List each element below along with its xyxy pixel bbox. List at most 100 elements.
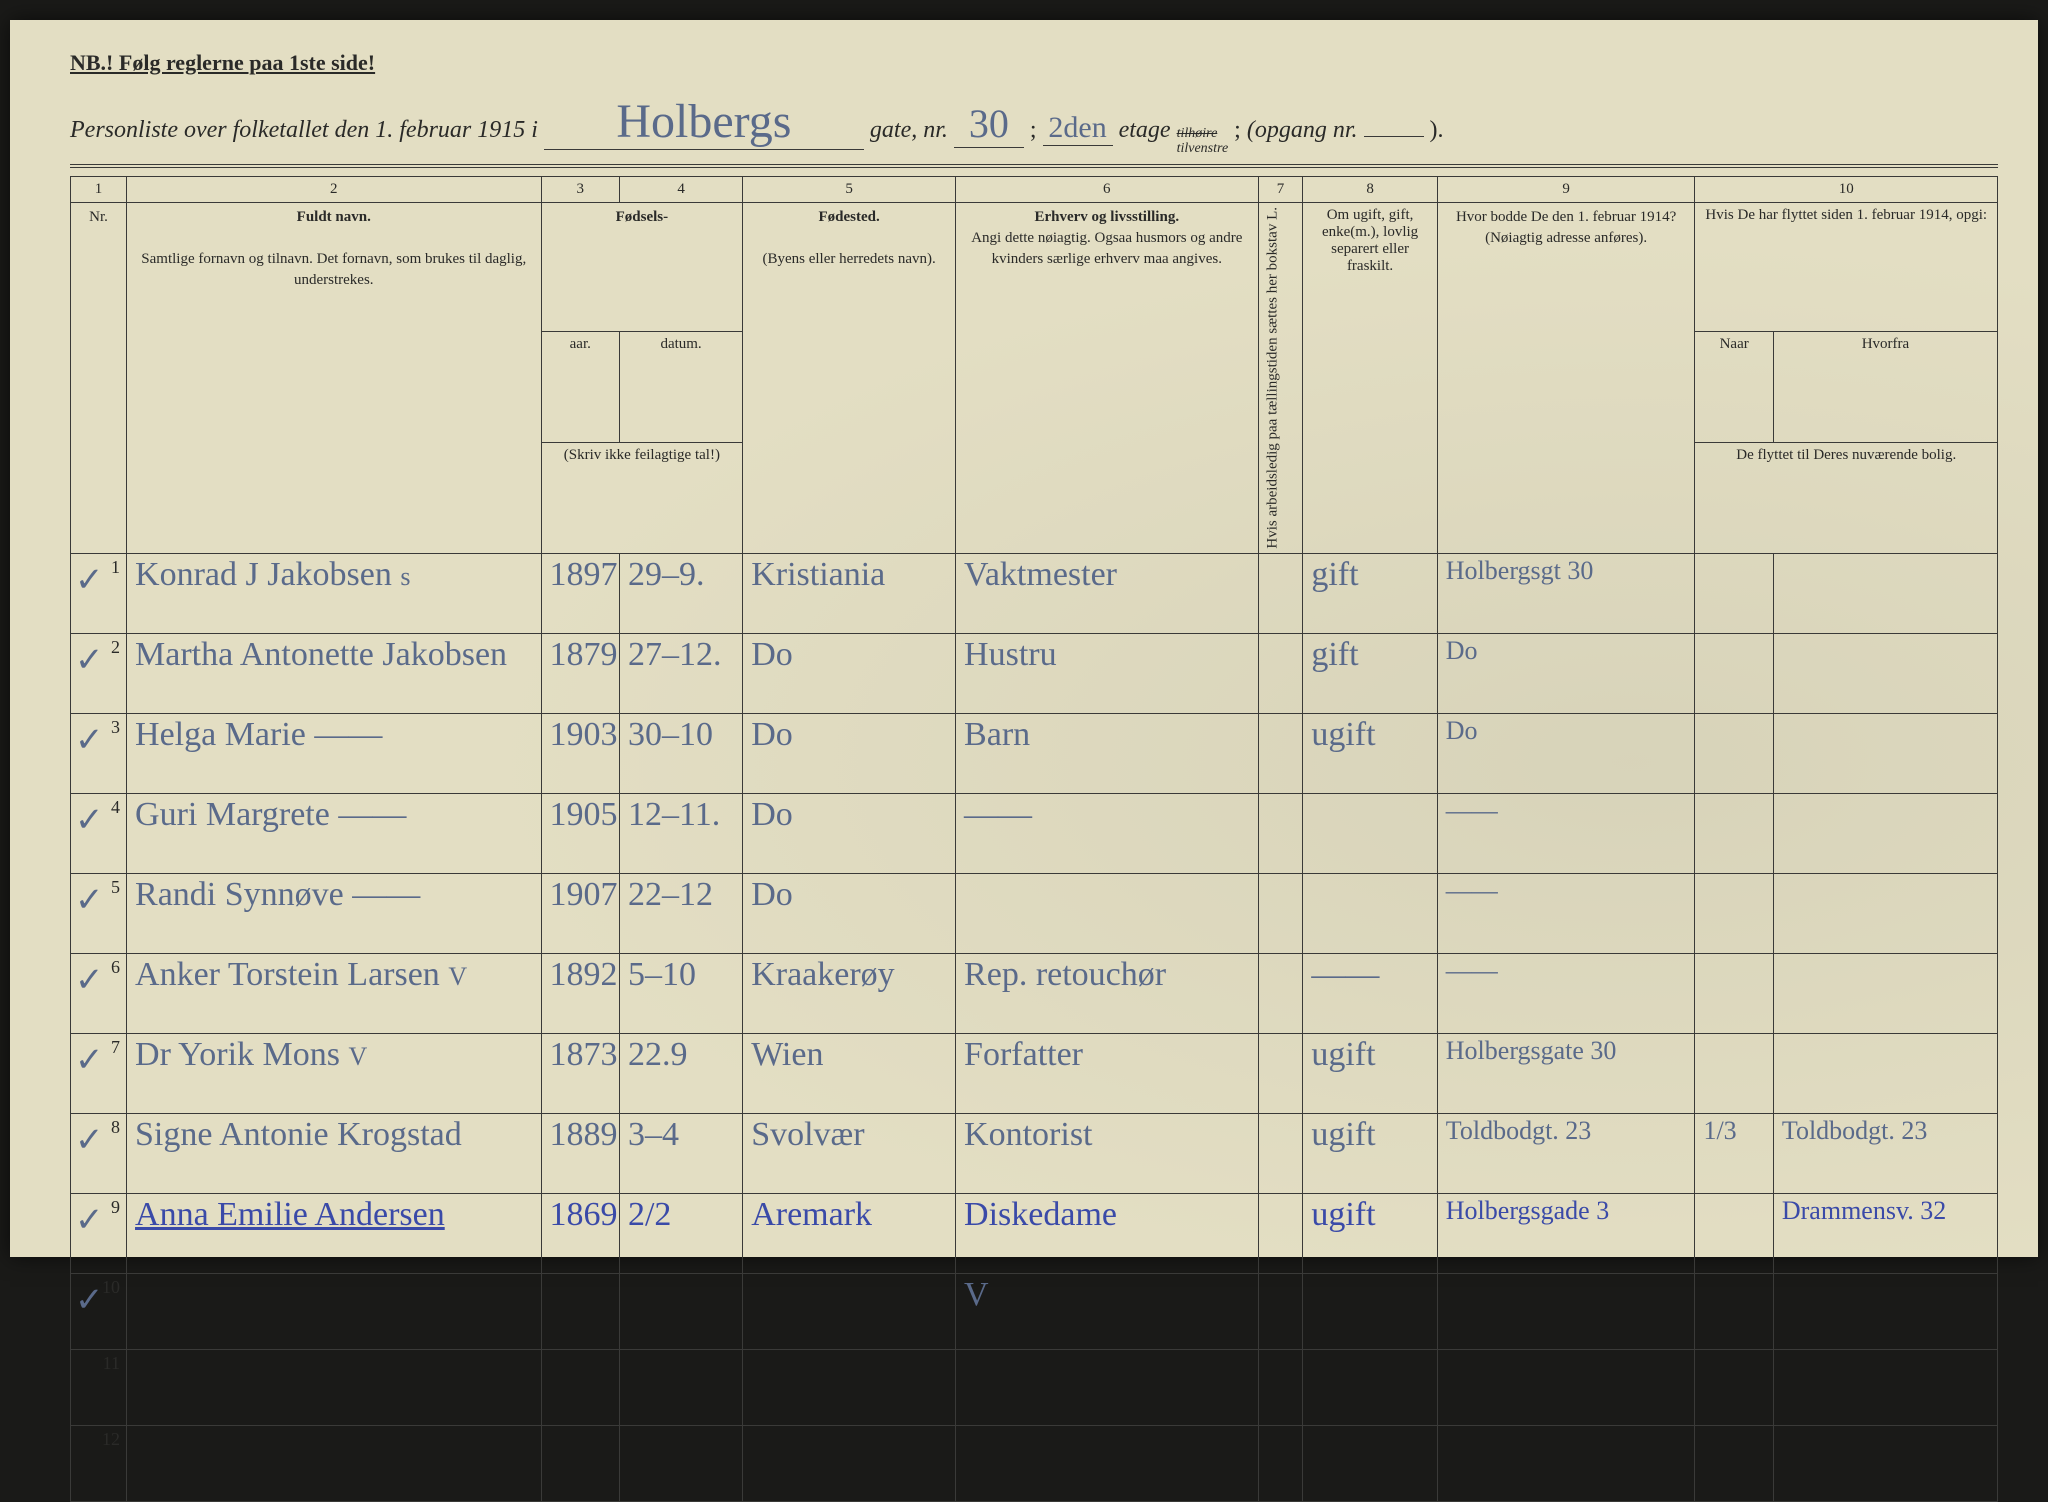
cell-occ: Vaktmester: [956, 554, 1258, 634]
table-row: ✓9Anna Emilie Andersen 18692/2AremarkDis…: [71, 1194, 1998, 1274]
cell-year: 1873: [541, 1034, 619, 1114]
cell-from: [1773, 794, 1997, 874]
th-moved: Hvis De har flyttet siden 1. februar 191…: [1695, 203, 1998, 331]
census-page: NB.! Følg reglerne paa 1ste side! Person…: [10, 20, 2038, 1257]
cell-addr1914: Do: [1437, 634, 1695, 714]
th-nr: Nr.: [71, 203, 127, 554]
table-row: ✓7Dr Yorik Mons V187322.9WienForfatterug…: [71, 1034, 1998, 1114]
cell-place: [743, 1274, 956, 1350]
colnum-row: 1 2 3 4 5 6 7 8 9 10: [71, 177, 1998, 203]
semicolon-2: ;: [1234, 117, 1241, 144]
cell-nr: ✓7: [71, 1034, 127, 1114]
cell-marital: [1303, 874, 1437, 954]
cell-date: 5–10: [619, 954, 742, 1034]
table-row: ✓2Martha Antonette Jakobsen 187927–12.Do…: [71, 634, 1998, 714]
colnum-10: 10: [1695, 177, 1998, 203]
cell-name: Konrad J Jakobsen s: [127, 554, 542, 634]
cell-marital: gift: [1303, 554, 1437, 634]
cell-from: Drammensv. 32: [1773, 1194, 1997, 1274]
tick-mark: ✓: [75, 564, 104, 598]
cell-year: 1879: [541, 634, 619, 714]
cell-when: [1695, 874, 1773, 954]
tick-mark: ✓: [75, 884, 104, 918]
cell-year: 1892: [541, 954, 619, 1034]
th-addr1914: Hvor bodde De den 1. februar 1914? (Nøia…: [1437, 203, 1695, 554]
cell-year: 1905: [541, 794, 619, 874]
table-row: ✓5Randi Synnøve —— 190722–12Do——: [71, 874, 1998, 954]
cell-unemp: [1258, 1194, 1303, 1274]
table-row: 12: [71, 1426, 1998, 1502]
cell-marital: [1303, 794, 1437, 874]
cell-marital: gift: [1303, 634, 1437, 714]
colnum-5: 5: [743, 177, 956, 203]
cell-occ: ——: [956, 794, 1258, 874]
cell-marital: [1303, 1274, 1437, 1350]
cell-date: [619, 1350, 742, 1426]
cell-from: [1773, 1034, 1997, 1114]
cell-year: 1889: [541, 1114, 619, 1194]
colnum-3: 3: [541, 177, 619, 203]
cell-nr: 11: [71, 1350, 127, 1426]
cell-date: 12–11.: [619, 794, 742, 874]
cell-addr1914: [1437, 1274, 1695, 1350]
cell-year: 1903: [541, 714, 619, 794]
colnum-8: 8: [1303, 177, 1437, 203]
cell-addr1914: [1437, 1350, 1695, 1426]
cell-date: 29–9.: [619, 554, 742, 634]
th-birth: Fødsels-: [541, 203, 743, 331]
cell-from: [1773, 874, 1997, 954]
cell-name: Helga Marie ——: [127, 714, 542, 794]
table-row: ✓4Guri Margrete —— 190512–11.Do————: [71, 794, 1998, 874]
cell-name: Anna Emilie Andersen: [127, 1194, 542, 1274]
cell-year: [541, 1426, 619, 1502]
cell-addr1914: [1437, 1426, 1695, 1502]
cell-occ: Hustru: [956, 634, 1258, 714]
cell-marital: [1303, 1426, 1437, 1502]
th-year: aar.: [541, 331, 619, 442]
cell-name: [127, 1350, 542, 1426]
cell-date: 3–4: [619, 1114, 742, 1194]
cell-addr1914: Holbergsgt 30: [1437, 554, 1695, 634]
cell-date: 27–12.: [619, 634, 742, 714]
th-from: Hvorfra: [1773, 331, 1997, 442]
cell-when: [1695, 954, 1773, 1034]
cell-unemp: [1258, 1034, 1303, 1114]
table-head: 1 2 3 4 5 6 7 8 9 10 Nr. Fuldt navn. Sam…: [71, 177, 1998, 554]
cell-occ: Diskedame: [956, 1194, 1258, 1274]
th-occ-title: Erhverv og livsstilling.: [1034, 209, 1179, 225]
cell-place: Do: [743, 634, 956, 714]
cell-year: 1869: [541, 1194, 619, 1274]
cell-addr1914: Toldbodgt. 23: [1437, 1114, 1695, 1194]
th-birth-title: Fødsels-: [616, 209, 669, 225]
table-row: 11: [71, 1350, 1998, 1426]
cell-nr: ✓10: [71, 1274, 127, 1350]
cell-unemp: [1258, 714, 1303, 794]
cell-nr: ✓2: [71, 634, 127, 714]
cell-nr: 12: [71, 1426, 127, 1502]
cell-date: 30–10: [619, 714, 742, 794]
cell-unemp: [1258, 794, 1303, 874]
th-birth-sub: (Skriv ikke feilagtige tal!): [541, 442, 743, 553]
cell-from: [1773, 1426, 1997, 1502]
cell-occ: [956, 874, 1258, 954]
cell-addr1914: Holbergsgade 3: [1437, 1194, 1695, 1274]
header-line: Personliste over folketallet den 1. febr…: [70, 94, 1998, 168]
cell-place: Do: [743, 714, 956, 794]
cell-addr1914: ——: [1437, 794, 1695, 874]
street-name-hand: Holbergs: [544, 94, 864, 150]
cell-addr1914: Do: [1437, 714, 1695, 794]
cell-place: Do: [743, 794, 956, 874]
th-place-title: Fødested.: [818, 209, 879, 225]
opgang-hand: [1364, 136, 1424, 137]
th-unemployed: Hvis arbeidsledig paa tællingstiden sætt…: [1258, 203, 1303, 554]
closing-paren: ).: [1430, 117, 1444, 144]
cell-marital: ugift: [1303, 1194, 1437, 1274]
cell-unemp: [1258, 554, 1303, 634]
cell-when: [1695, 1274, 1773, 1350]
cell-name: Anker Torstein Larsen V: [127, 954, 542, 1034]
cell-when: [1695, 1350, 1773, 1426]
cell-nr: ✓5: [71, 874, 127, 954]
cell-from: [1773, 954, 1997, 1034]
header-printed-1: Personliste over folketallet den 1. febr…: [70, 117, 538, 144]
cell-from: [1773, 714, 1997, 794]
